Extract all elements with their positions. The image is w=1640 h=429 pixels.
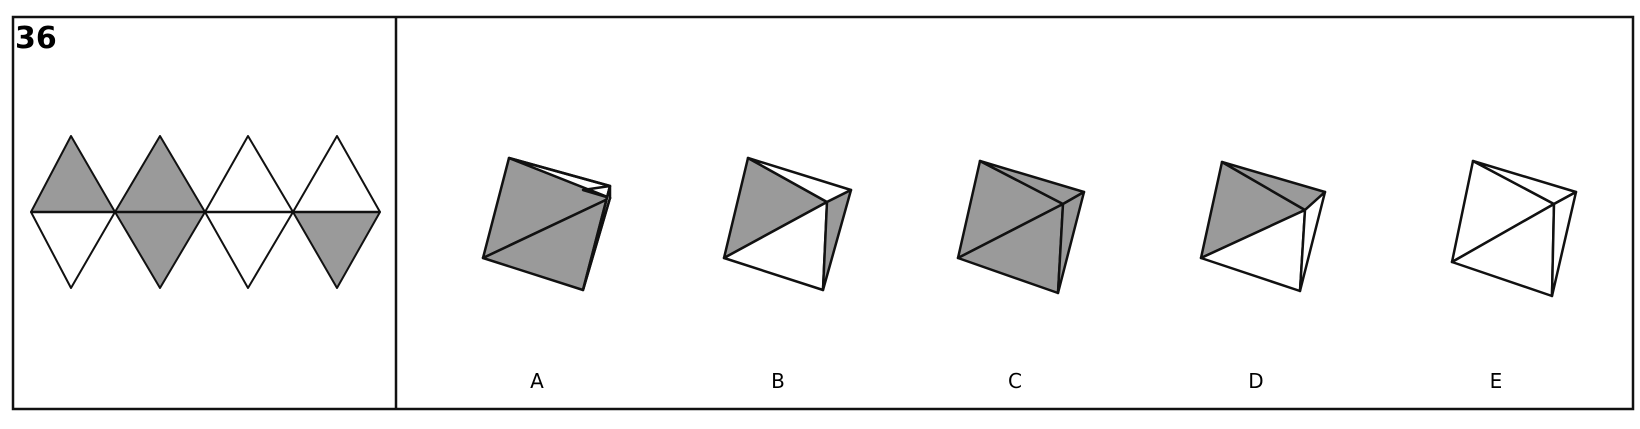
- option-e-right-face: [1550, 190, 1578, 298]
- net-lower-triangle-3: [204, 211, 294, 289]
- net-upper-triangle-4: [292, 135, 381, 213]
- octahedron-net: [30, 135, 381, 289]
- option-label-b: B: [771, 369, 785, 393]
- option-a-edge: [508, 156, 611, 188]
- net-lower-triangle-1: [30, 211, 116, 289]
- option-e-solid: [1450, 159, 1578, 298]
- net-lower-triangle-4: [292, 211, 381, 289]
- net-upper-triangle-3: [204, 135, 294, 213]
- option-d-solid: [1199, 160, 1327, 293]
- option-label-d: D: [1248, 369, 1263, 393]
- option-c-right-face: [1056, 190, 1086, 295]
- outer-frame: [11, 15, 1635, 411]
- option-b-right-face: [821, 188, 853, 292]
- option-label-a: A: [530, 369, 544, 393]
- net-upper-triangle-2: [114, 135, 206, 213]
- option-a-edge: [581, 185, 612, 291]
- option-d-right-face: [1298, 190, 1327, 293]
- net-lower-triangle-2: [114, 211, 206, 289]
- option-label-e: E: [1490, 369, 1503, 393]
- option-a-solid: [481, 156, 612, 292]
- option-c-solid: [956, 159, 1086, 295]
- net-upper-triangle-1: [30, 135, 116, 213]
- option-label-c: C: [1008, 369, 1022, 393]
- question-number: 36: [15, 21, 57, 56]
- option-b-solid: [722, 156, 853, 292]
